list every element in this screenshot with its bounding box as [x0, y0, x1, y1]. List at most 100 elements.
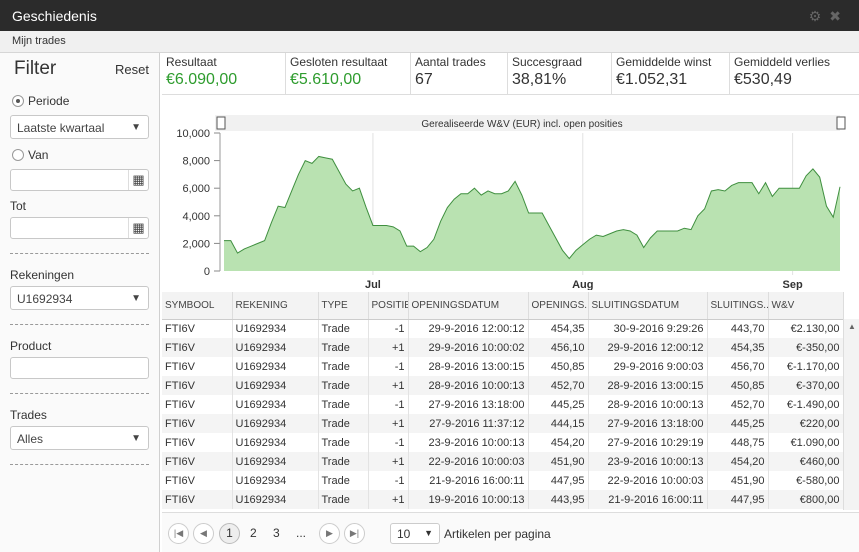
van-radio[interactable] [12, 149, 24, 161]
table-row[interactable]: FTI6V U1692934 Trade -1 29-9-2016 12:00:12 45… [162, 319, 844, 338]
table-cell: 454,35 [528, 319, 589, 338]
kpi-value: 67 [415, 71, 433, 88]
table-cell: 21-9-2016 16:00:11 [588, 490, 708, 509]
trades-select[interactable]: Alles ▼ [10, 426, 149, 450]
table-cell: +1 [368, 338, 409, 357]
column-header[interactable]: POSITIE [368, 292, 409, 320]
table-cell: €-350,00 [768, 338, 844, 357]
table-cell: FTI6V [162, 376, 233, 395]
table-cell: FTI6V [162, 433, 233, 452]
chevron-down-icon: ▼ [131, 293, 141, 304]
kpi-value: €5.610,00 [290, 71, 362, 88]
table-row[interactable]: FTI6V U1692934 Trade +1 28-9-2016 10:00:13 45… [162, 376, 844, 395]
table-row[interactable]: FTI6V U1692934 Trade +1 27-9-2016 11:37:12 44… [162, 414, 844, 433]
table-cell: €-1.490,00 [768, 395, 844, 414]
page-ellipsis: ... [296, 526, 307, 540]
window-title: Geschiedenis [12, 8, 97, 24]
kpi-resultaat: Resultaat €6.090,00 [162, 53, 286, 95]
page-3-button[interactable]: 3 [273, 526, 280, 540]
settings-icon[interactable]: ⚙ [808, 8, 830, 24]
table-row[interactable]: FTI6V U1692934 Trade -1 23-9-2016 10:00:13 45… [162, 433, 844, 452]
trades-select-value: Alles [17, 432, 44, 446]
vertical-scrollbar[interactable]: ▲ [843, 319, 859, 510]
periode-radio[interactable] [12, 95, 24, 107]
table-cell: +1 [368, 376, 409, 395]
van-date-input[interactable]: ▦ [10, 169, 149, 191]
table-cell: 447,95 [707, 490, 769, 509]
chevron-down-icon: ▼ [131, 433, 141, 444]
column-header[interactable]: SLUITINGSDATUM [588, 292, 708, 320]
chevron-down-icon: ▼ [131, 122, 141, 133]
kpi-label: Resultaat [166, 55, 217, 69]
page-2-button[interactable]: 2 [250, 526, 257, 540]
pnl-chart-svg: Gerealiseerde W&V (EUR) incl. open posit… [176, 115, 846, 291]
table-row[interactable]: FTI6V U1692934 Trade -1 28-9-2016 13:00:15 45… [162, 357, 844, 376]
table-cell: 448,75 [707, 433, 769, 452]
scroll-up-icon[interactable]: ▲ [848, 322, 856, 331]
table-cell: -1 [368, 357, 409, 376]
table-cell: 444,15 [528, 414, 589, 433]
table-cell: 450,85 [528, 357, 589, 376]
column-header[interactable]: REKENING [232, 292, 319, 320]
subheader: Mijn trades [0, 31, 859, 53]
table-cell: +1 [368, 414, 409, 433]
table-cell: Trade [318, 376, 369, 395]
table-cell: -1 [368, 319, 409, 338]
kpi-bar: Resultaat €6.090,00 Gesloten resultaat €… [162, 53, 859, 95]
close-icon[interactable]: ✖ [829, 8, 849, 24]
first-page-button[interactable]: |◀ [168, 523, 189, 544]
table-cell: U1692934 [232, 433, 319, 452]
table-cell: Trade [318, 490, 369, 509]
table-cell: 22-9-2016 10:00:03 [588, 471, 708, 490]
y-tick-label: 0 [204, 266, 210, 278]
table-row[interactable]: FTI6V U1692934 Trade +1 29-9-2016 10:00:02 45… [162, 338, 844, 357]
table-cell: 452,70 [707, 395, 769, 414]
kpi-label: Succesgraad [512, 55, 583, 69]
page-1-button[interactable]: 1 [219, 523, 240, 544]
table-row[interactable]: FTI6V U1692934 Trade -1 21-9-2016 16:00:11 44… [162, 471, 844, 490]
table-cell: 452,70 [528, 376, 589, 395]
table-cell: Trade [318, 414, 369, 433]
calendar-icon[interactable]: ▦ [128, 218, 148, 238]
table-cell: 27-9-2016 13:18:00 [588, 414, 708, 433]
tot-date-input[interactable]: ▦ [10, 217, 149, 239]
column-header[interactable]: W&V [768, 292, 844, 320]
column-header[interactable]: OPENINGS... [528, 292, 589, 320]
prev-page-button[interactable]: ◀ [193, 523, 214, 544]
kpi-gesloten-resultaat: Gesloten resultaat €5.610,00 [286, 53, 411, 95]
kpi-value: 38,81% [512, 71, 567, 88]
table-row[interactable]: FTI6V U1692934 Trade +1 19-9-2016 10:00:13 44… [162, 490, 844, 509]
table-cell: Trade [318, 471, 369, 490]
reset-button[interactable]: Reset [115, 62, 149, 77]
rekeningen-select[interactable]: U1692934 ▼ [10, 286, 149, 310]
divider [10, 393, 149, 394]
calendar-icon[interactable]: ▦ [128, 170, 148, 190]
page-size-select[interactable]: 10 ▼ [390, 523, 440, 544]
table-cell: 456,70 [707, 357, 769, 376]
kpi-gemiddeld-verlies: Gemiddeld verlies €530,49 [730, 53, 859, 95]
x-tick-label: Aug [572, 279, 593, 290]
table-cell: FTI6V [162, 357, 233, 376]
product-input[interactable] [10, 357, 149, 379]
column-header[interactable]: SYMBOOL [162, 292, 233, 320]
table-row[interactable]: FTI6V U1692934 Trade -1 27-9-2016 13:18:00 44… [162, 395, 844, 414]
table-cell: €-1.170,00 [768, 357, 844, 376]
column-header[interactable]: OPENINGSDATUM [408, 292, 529, 320]
periode-select[interactable]: Laatste kwartaal ▼ [10, 115, 149, 139]
next-page-button[interactable]: ▶ [319, 523, 340, 544]
table-row[interactable]: FTI6V U1692934 Trade +1 22-9-2016 10:00:03 45… [162, 452, 844, 471]
range-handle-left[interactable] [216, 116, 226, 130]
column-header[interactable]: SLUITINGS... [707, 292, 769, 320]
trades-label: Trades [10, 408, 47, 422]
table-cell: 456,10 [528, 338, 589, 357]
kpi-aantal-trades: Aantal trades 67 [411, 53, 508, 95]
kpi-value: €6.090,00 [166, 71, 238, 88]
subheader-title: Mijn trades [12, 35, 66, 47]
table-cell: FTI6V [162, 471, 233, 490]
table-cell: €1.090,00 [768, 433, 844, 452]
last-page-button[interactable]: ▶| [344, 523, 365, 544]
table-cell: 28-9-2016 13:00:15 [408, 357, 529, 376]
kpi-label: Gemiddelde winst [616, 55, 712, 69]
column-header[interactable]: TYPE [318, 292, 369, 320]
range-handle-right[interactable] [836, 116, 846, 130]
